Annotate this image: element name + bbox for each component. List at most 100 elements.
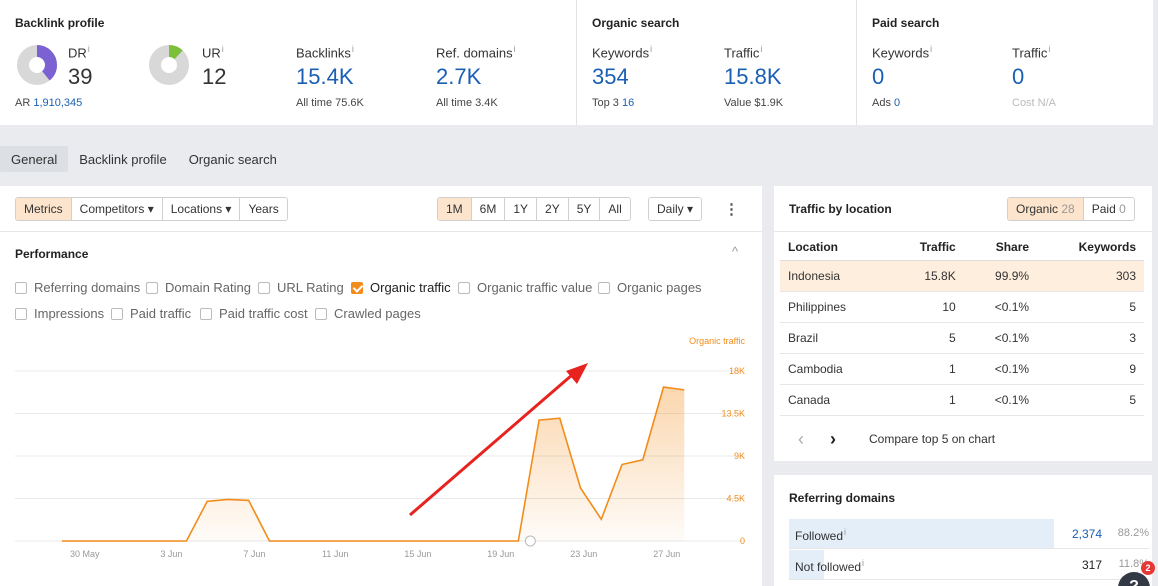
ref-domains-value-link[interactable]: 2.7K — [436, 64, 482, 89]
x-tick-label: 19 Jun — [487, 549, 514, 559]
checkbox-label: Domain Rating — [165, 280, 251, 295]
location-cell: Canada — [780, 384, 888, 416]
col-keywords[interactable]: Keywords — [1037, 234, 1144, 261]
keywords-cell-link[interactable]: 3 — [1037, 322, 1144, 354]
checkbox-label: URL Rating — [277, 280, 344, 295]
checkbox-crawled-pages[interactable]: Crawled pages — [315, 306, 421, 321]
metrics-button[interactable]: Metrics — [16, 198, 72, 220]
ar-value-link[interactable]: 1,910,345 — [33, 97, 83, 109]
y-tick-label: 4.5K — [726, 494, 745, 504]
divider — [576, 0, 577, 125]
range-1m-button[interactable]: 1M — [438, 198, 472, 220]
info-icon[interactable]: i — [513, 44, 516, 54]
organic-toggle-button[interactable]: Organic 28 — [1008, 198, 1084, 220]
range-6m-button[interactable]: 6M — [471, 198, 506, 220]
tab-organic-search[interactable]: Organic search — [188, 152, 277, 167]
range-1y-button[interactable]: 1Y — [505, 198, 538, 220]
tab-general[interactable]: General — [0, 146, 69, 172]
share-cell: <0.1% — [963, 353, 1038, 385]
backlinks-value-link[interactable]: 15.4K — [296, 64, 354, 89]
divider — [774, 231, 1152, 232]
col-traffic[interactable]: Traffic — [887, 234, 964, 261]
traffic-by-location-title: Traffic by location — [789, 202, 892, 216]
checkbox-organic-traffic-value[interactable]: Organic traffic value — [458, 280, 592, 295]
interval-dropdown[interactable]: Daily ▾ — [649, 198, 702, 220]
competitors-dropdown[interactable]: Competitors ▾ — [71, 198, 163, 220]
table-row[interactable]: Philippines 10 <0.1% 5 — [780, 291, 1144, 323]
compare-top5-link[interactable]: Compare top 5 on chart — [869, 432, 996, 446]
view-toolbar: Metrics Competitors ▾ Locations ▾ Years — [15, 197, 288, 221]
organic-search-title: Organic search — [592, 16, 680, 30]
info-icon[interactable]: i — [1048, 44, 1051, 54]
info-icon[interactable]: i — [862, 558, 865, 568]
checkbox-organic-traffic[interactable]: Organic traffic — [351, 280, 451, 295]
location-cell: Indonesia — [780, 260, 888, 292]
section-tabs: General Backlink profile Organic search — [0, 146, 288, 172]
keywords-cell-link[interactable]: 9 — [1037, 353, 1144, 385]
divider — [856, 0, 857, 125]
keywords-cell-link[interactable]: 5 — [1037, 384, 1144, 416]
checkbox-domain-rating[interactable]: Domain Rating — [146, 280, 251, 295]
keywords-cell-link[interactable]: 5 — [1037, 291, 1144, 323]
checkbox-paid-traffic[interactable]: Paid traffic — [111, 306, 191, 321]
row-label: Not followed — [795, 560, 862, 574]
info-icon[interactable]: i — [844, 527, 847, 537]
col-location[interactable]: Location — [780, 234, 888, 261]
organic-keywords-label: Keywords — [592, 45, 650, 61]
x-tick-label: 23 Jun — [570, 549, 597, 559]
referring-domains-value[interactable]: 2,374 — [1071, 527, 1102, 541]
organic-toggle-label: Organic — [1016, 202, 1059, 216]
checkbox-organic-pages[interactable]: Organic pages — [598, 280, 702, 295]
tab-backlink-profile[interactable]: Backlink profile — [79, 152, 167, 167]
table-row[interactable]: Indonesia 15.8K 99.9% 303 — [780, 260, 1144, 292]
checkbox-label: Organic traffic value — [477, 280, 593, 295]
info-icon[interactable]: i — [930, 44, 933, 54]
table-row[interactable]: Brazil 5 <0.1% 3 — [780, 322, 1144, 354]
organic-traffic-value-link[interactable]: 15.8K — [724, 64, 782, 89]
range-2y-button[interactable]: 2Y — [537, 198, 569, 220]
ref-domains-all-time: All time 3.4K — [436, 97, 498, 109]
locations-dropdown[interactable]: Locations ▾ — [162, 198, 241, 220]
checkbox-unchecked-icon — [146, 281, 158, 294]
table-row[interactable]: Canada 1 <0.1% 5 — [780, 384, 1144, 416]
checkbox-label: Organic pages — [617, 280, 702, 295]
referring-domains-row[interactable]: Followedi 2,374 88.2% — [789, 519, 1149, 549]
paid-traffic-value-link[interactable]: 0 — [1012, 64, 1025, 89]
collapse-chevron-icon[interactable]: ^ — [732, 244, 739, 259]
help-icon[interactable]: ? — [1118, 572, 1150, 586]
years-button[interactable]: Years — [240, 198, 287, 220]
more-options-icon[interactable]: ⋮ — [724, 201, 739, 218]
info-icon[interactable]: i — [87, 44, 90, 54]
traffic-cell: 15.8K — [887, 260, 964, 292]
checkbox-url-rating[interactable]: URL Rating — [258, 280, 344, 295]
col-share[interactable]: Share — [963, 234, 1038, 261]
series-area — [62, 387, 685, 541]
ads-value-link[interactable]: 0 — [894, 97, 901, 109]
paid-toggle-label: Paid — [1091, 202, 1116, 216]
checkbox-impressions[interactable]: Impressions — [15, 306, 104, 321]
referring-domains-label: Not followedi — [795, 558, 864, 574]
keywords-cell-link[interactable]: 303 — [1037, 260, 1144, 292]
paid-search-title: Paid search — [872, 16, 940, 30]
next-page-icon[interactable]: › — [830, 429, 836, 449]
info-icon[interactable]: i — [221, 44, 224, 54]
top3-value-link[interactable]: 16 — [621, 97, 635, 109]
series-line-organic-traffic — [62, 386, 685, 542]
referring-domains-row[interactable]: Not followedi 317 11.8% — [789, 550, 1149, 580]
paid-toggle-button[interactable]: Paid 0 — [1083, 198, 1134, 220]
checkbox-paid-traffic-cost[interactable]: Paid traffic cost — [200, 306, 308, 321]
y-tick-label: 9K — [734, 451, 745, 461]
organic-keywords-value-link[interactable]: 354 — [592, 64, 629, 89]
info-icon[interactable]: i — [760, 44, 763, 54]
info-icon[interactable]: i — [351, 44, 354, 54]
range-5y-button[interactable]: 5Y — [568, 198, 601, 220]
traffic-cell: 10 — [887, 291, 964, 323]
row-label: Followed — [795, 529, 844, 543]
info-icon[interactable]: i — [650, 44, 653, 54]
prev-page-icon[interactable]: ‹ — [798, 429, 804, 449]
range-all-button[interactable]: All — [600, 198, 630, 220]
checkbox-referring-domains[interactable]: Referring domains — [15, 280, 140, 295]
table-row[interactable]: Cambodia 1 <0.1% 9 — [780, 353, 1144, 385]
interval-dropdown-wrap: Daily ▾ — [648, 197, 703, 221]
paid-keywords-value-link[interactable]: 0 — [872, 64, 885, 89]
